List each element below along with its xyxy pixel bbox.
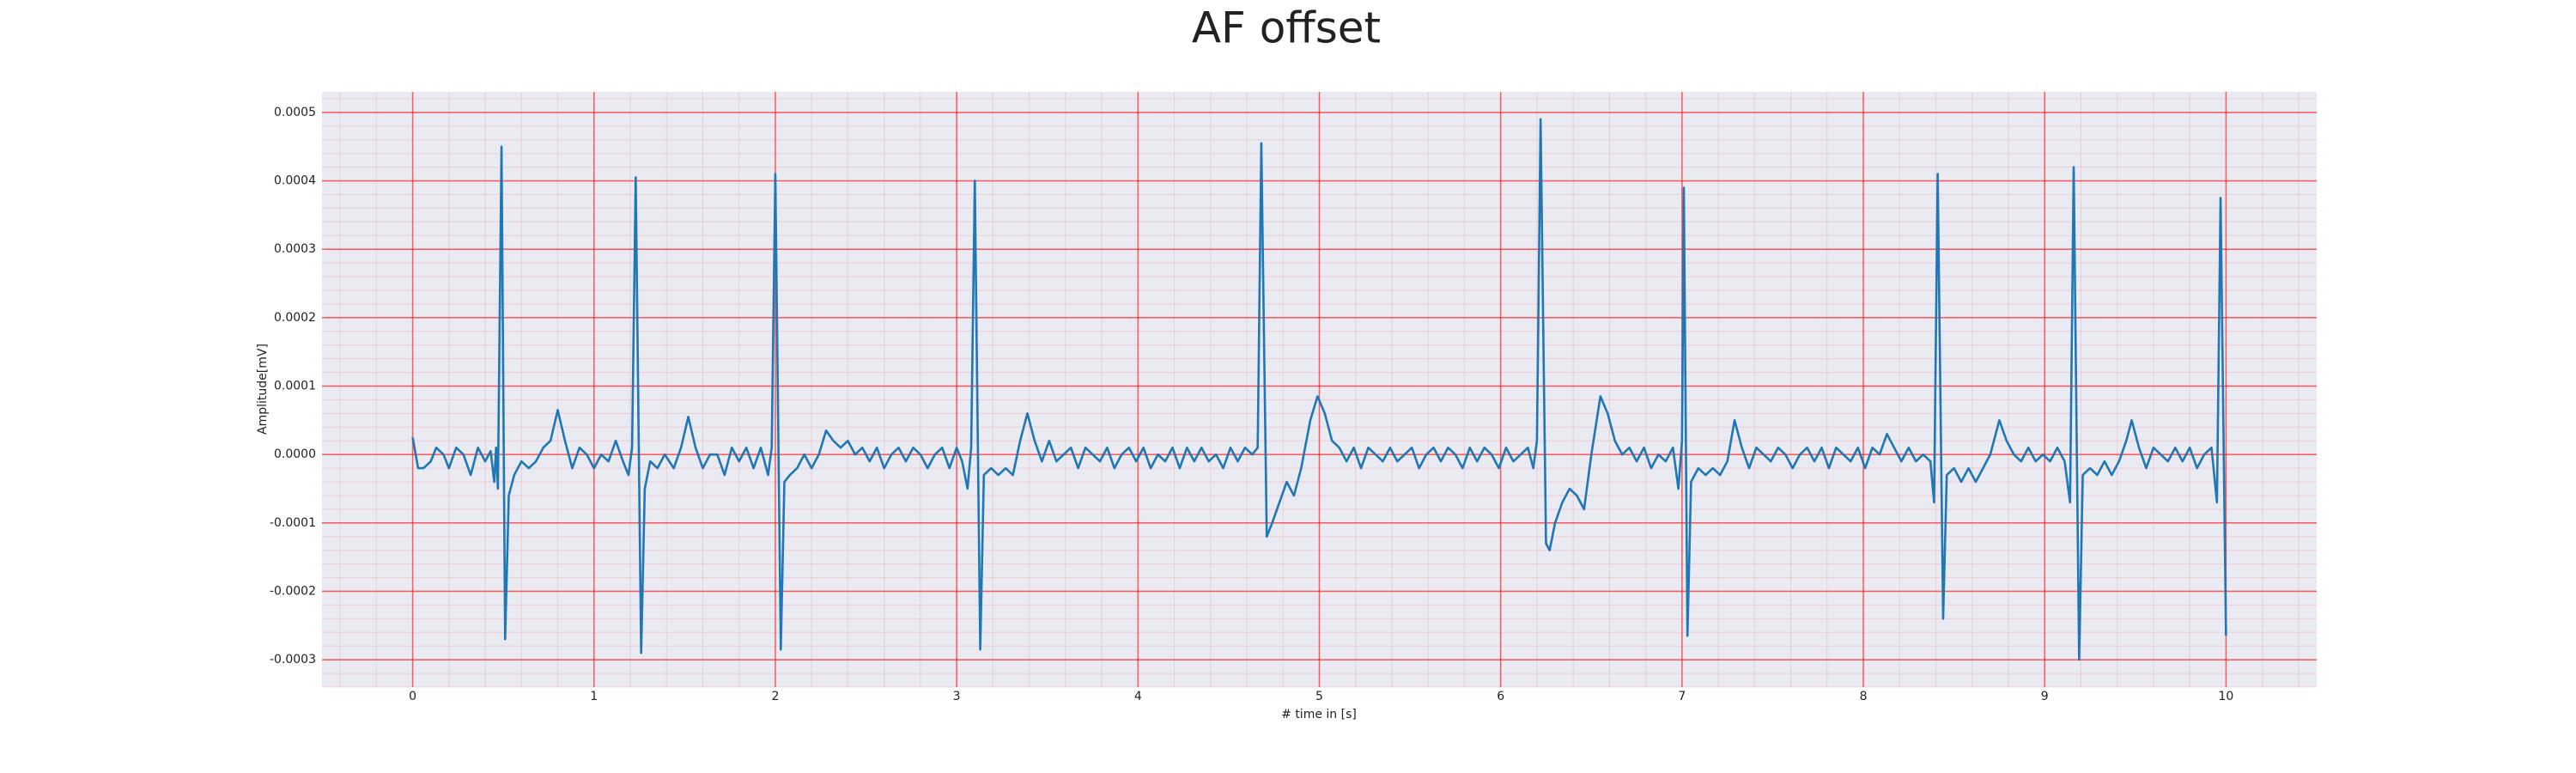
y-tick-label: -0.0003 xyxy=(270,653,316,666)
y-tick-label: 0.0005 xyxy=(274,106,316,119)
y-tick-label: 0.0003 xyxy=(274,242,316,256)
x-tick-label: 10 xyxy=(2218,690,2233,703)
x-tick-label: 1 xyxy=(590,690,598,703)
y-tick-label: 0.0001 xyxy=(274,380,316,393)
x-tick-label: 5 xyxy=(1315,690,1323,703)
y-tick-label: 0.0002 xyxy=(274,311,316,325)
x-tick-label: 9 xyxy=(2041,690,2049,703)
x-tick-label: 3 xyxy=(953,690,961,703)
y-axis-label: Amplitude[mV] xyxy=(256,344,270,435)
x-tick-label: 0 xyxy=(409,690,416,703)
x-tick-label: 6 xyxy=(1497,690,1504,703)
x-axis-label: # time in [s] xyxy=(1281,708,1357,721)
y-tick-label: 0.0004 xyxy=(274,174,316,188)
x-tick-label: 4 xyxy=(1134,690,1142,703)
y-tick-label: -0.0001 xyxy=(270,516,316,530)
x-tick-label: 2 xyxy=(771,690,779,703)
y-tick-label: -0.0002 xyxy=(270,584,316,598)
x-tick-label: 7 xyxy=(1678,690,1686,703)
ecg-line xyxy=(411,118,2227,661)
y-tick-label: 0.0000 xyxy=(274,447,316,461)
chart-title: AF offset xyxy=(1192,3,1381,53)
x-tick-label: 8 xyxy=(1860,690,1868,703)
